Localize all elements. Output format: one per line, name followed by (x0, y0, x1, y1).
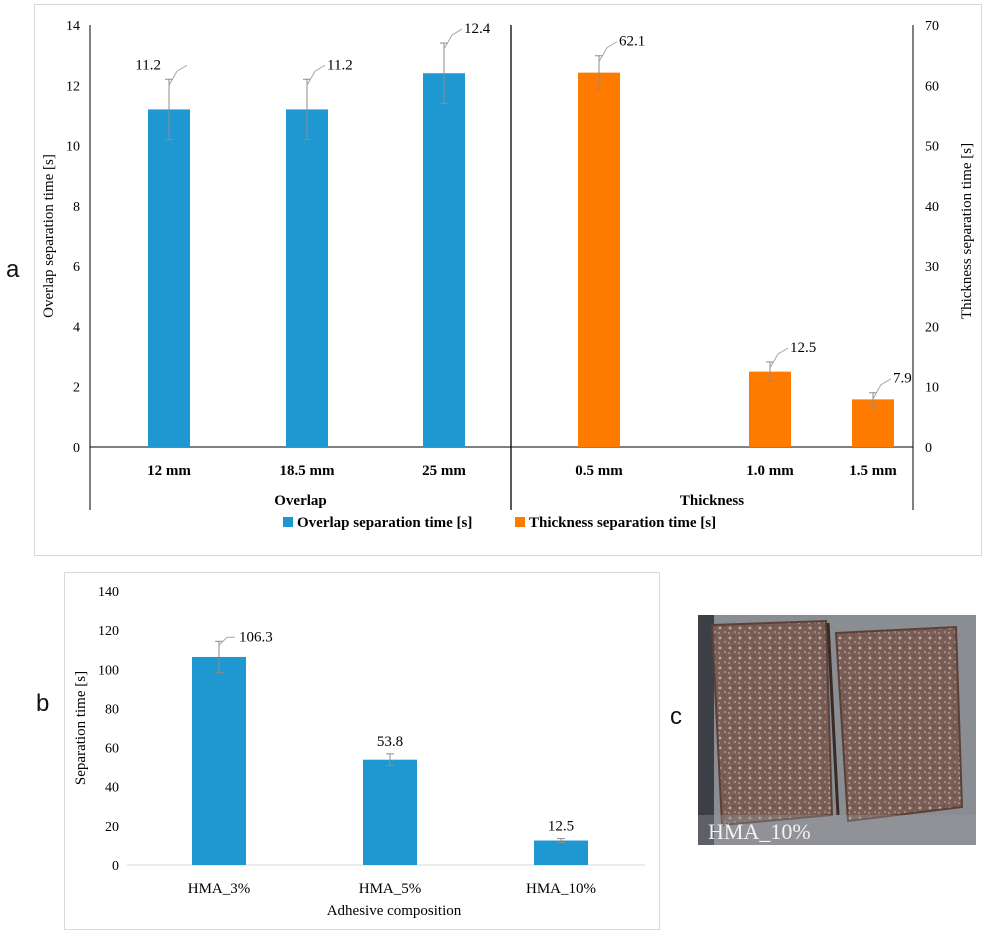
x-tick-label: HMA_5% (359, 881, 422, 897)
data-label-leader (872, 378, 892, 399)
y-tick-label-right: 10 (925, 381, 939, 396)
y-axis-title-right: Thickness separation time [s] (959, 143, 975, 319)
y-tick-label-left: 6 (73, 260, 80, 275)
data-label-leader (443, 28, 463, 50)
group-label-thickness: Thickness (680, 493, 744, 509)
group-label-overlap: Overlap (274, 493, 327, 509)
y-tick-label-right: 50 (925, 140, 939, 155)
y-tick-label-right: 20 (925, 320, 939, 335)
y-tick-label: 20 (105, 820, 119, 835)
data-label-leader (306, 64, 326, 86)
y-tick-label-right: 30 (925, 260, 939, 275)
x-tick-label: 18.5 mm (280, 463, 335, 479)
y-tick-label: 60 (105, 742, 119, 757)
sample-photo-image: HMA_10% (698, 615, 976, 845)
y-tick-label-left: 12 (66, 79, 80, 94)
data-label: 53.8 (377, 734, 403, 750)
data-label: 12.4 (464, 21, 491, 37)
photo-caption: HMA_10% (708, 819, 811, 844)
chart-b: 0 20 40 60 80 100 120 140 Separation time [s] Adh… (73, 585, 645, 919)
x-tick-label: 1.5 mm (849, 463, 897, 479)
x-tick-label: 1.0 mm (746, 463, 794, 479)
legend-label: Thickness separation time [s] (529, 515, 716, 531)
y-tick-label: 80 (105, 702, 119, 717)
bar (148, 109, 190, 448)
x-axis-title: Adhesive composition (327, 903, 462, 919)
bar (852, 399, 894, 447)
bar (534, 840, 588, 865)
panel-label-b: b (36, 690, 50, 717)
chart-b-frame: 0 20 40 60 80 100 120 140 Separation time [s] Adh… (64, 572, 660, 930)
y-tick-label-left: 2 (73, 381, 80, 396)
x-tick-label: HMA_3% (188, 881, 251, 897)
sample-photo: HMA_10% (698, 615, 976, 845)
y-tick-label-left: 4 (73, 320, 80, 335)
y-tick-label: 0 (112, 859, 119, 874)
data-label: 106.3 (239, 629, 273, 645)
data-label: 11.2 (327, 57, 353, 73)
y-tick-label-right: 40 (925, 200, 939, 215)
y-tick-label-right: 70 (925, 19, 939, 34)
data-label: 12.5 (548, 819, 574, 835)
legend-label: Overlap separation time [s] (297, 515, 472, 531)
y-tick-label-left: 8 (73, 200, 80, 215)
y-tick-label-right: 0 (925, 441, 932, 456)
legend-swatch (283, 517, 293, 527)
panel-label-a: a (6, 256, 20, 283)
y-tick-label-right: 60 (925, 79, 939, 94)
y-tick-label-left: 14 (66, 19, 80, 34)
bar (578, 72, 620, 447)
y-tick-label: 40 (105, 781, 119, 796)
y-tick-label-left: 0 (73, 441, 80, 456)
data-label-leader (218, 636, 235, 646)
x-tick-label: 0.5 mm (575, 463, 623, 479)
bar (749, 371, 791, 447)
data-label-leader (769, 347, 789, 369)
y-tick-label-left: 10 (66, 140, 80, 155)
x-tick-label: HMA_10% (526, 881, 596, 897)
chart-a: 0 2 4 6 8 10 12 14 0 10 20 30 40 50 60 70 Overlap separa… (41, 19, 975, 531)
data-label-leader (598, 41, 618, 62)
x-tick-label: 12 mm (147, 463, 191, 479)
data-label-leader (168, 64, 188, 86)
y-tick-label: 140 (98, 585, 119, 600)
panel-label-c: c (670, 703, 682, 730)
data-label: 11.2 (135, 57, 161, 73)
bar (286, 109, 328, 448)
data-label: 12.5 (790, 340, 816, 356)
data-label: 7.9 (893, 371, 912, 387)
legend-swatch (515, 517, 525, 527)
y-axis-title: Separation time [s] (73, 671, 89, 785)
y-axis-title-left: Overlap separation time [s] (41, 154, 57, 318)
data-label: 62.1 (619, 34, 645, 50)
y-tick-label: 100 (98, 663, 119, 678)
bar (363, 759, 417, 865)
x-tick-label: 25 mm (422, 463, 466, 479)
chart-a-frame: 0 2 4 6 8 10 12 14 0 10 20 30 40 50 60 70 Overlap separa… (34, 4, 982, 556)
bar (423, 73, 465, 447)
bar (192, 656, 246, 865)
y-tick-label: 120 (98, 624, 119, 639)
